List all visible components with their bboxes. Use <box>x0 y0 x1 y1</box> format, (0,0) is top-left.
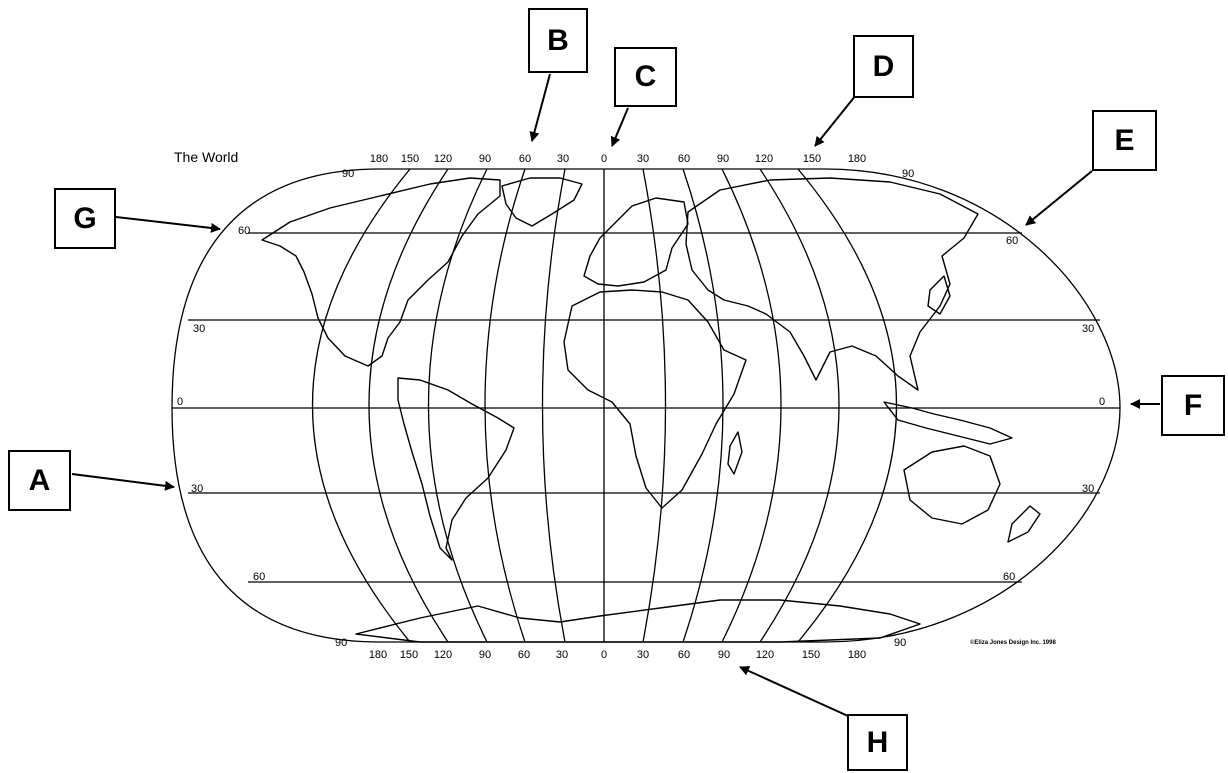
bottom-longitude-label: 30 <box>556 649 568 661</box>
label-box-g: G <box>54 188 116 249</box>
meridian-90w <box>427 168 488 643</box>
north-america <box>261 177 501 367</box>
latitude-label-60n-right: 60 <box>1006 235 1018 247</box>
latitude-label-0-left: 0 <box>177 396 183 408</box>
map-outline <box>171 168 1121 643</box>
bottom-longitude-label: 150 <box>802 649 820 661</box>
continents <box>261 177 1041 643</box>
latitude-label-60s-left: 60 <box>253 571 265 583</box>
south-america <box>397 377 515 561</box>
pointer-arrows <box>71 73 1160 717</box>
japan <box>927 275 951 315</box>
latitude-labels: 90 90 60 60 30 30 0 0 30 30 60 60 90 90 <box>177 168 1105 649</box>
latitude-label-90s-right: 90 <box>894 637 906 649</box>
label-box-h: H <box>847 714 908 771</box>
australia <box>903 445 1001 525</box>
meridian-60w <box>484 168 526 643</box>
arrow-d <box>814 94 857 147</box>
copyright-note: ©Eliza Jones Design Inc. 1998 <box>970 639 1056 646</box>
meridian-120w <box>368 168 449 643</box>
bottom-longitude-label: 120 <box>434 649 452 661</box>
meridian-150e <box>797 168 898 643</box>
antarctica <box>355 599 921 643</box>
meridian-150w <box>311 168 411 643</box>
bottom-longitude-label: 120 <box>756 649 774 661</box>
arrow-h <box>739 666 849 717</box>
top-longitude-label: 120 <box>755 153 773 165</box>
top-longitude-labels: 180 150 120 90 60 30 0 30 60 90 120 150 … <box>370 153 866 165</box>
bottom-longitude-label: 30 <box>637 649 649 661</box>
top-longitude-label: 120 <box>434 153 452 165</box>
arrow-a <box>71 473 175 491</box>
meridian-90e <box>721 168 782 643</box>
arrow-e <box>1025 170 1093 226</box>
latitude-label-30s-left: 30 <box>191 483 203 495</box>
top-longitude-label: 180 <box>848 153 866 165</box>
meridian-30w <box>541 168 566 643</box>
bottom-longitude-label: 90 <box>479 649 491 661</box>
europe <box>583 197 689 287</box>
arrow-c <box>610 107 629 147</box>
latitude-label-90n-right: 90 <box>902 168 914 180</box>
bottom-longitude-label: 150 <box>400 649 418 661</box>
bottom-longitude-label: 90 <box>718 649 730 661</box>
label-box-a: A <box>8 450 71 511</box>
label-box-f: F <box>1161 375 1225 436</box>
label-box-e: E <box>1092 110 1157 171</box>
label-box-d: D <box>853 35 914 98</box>
bottom-longitude-labels: 180 150 120 90 60 30 0 30 60 90 120 150 … <box>369 649 866 661</box>
meridian-120e <box>759 168 840 643</box>
bottom-longitude-label: 180 <box>848 649 866 661</box>
top-longitude-label: 60 <box>678 153 690 165</box>
new-zealand <box>1007 505 1041 543</box>
latitude-label-90n-left: 90 <box>342 168 354 180</box>
arrow-g <box>115 216 221 233</box>
meridian-60e <box>682 168 724 643</box>
top-longitude-label: 0 <box>601 153 607 165</box>
parallels <box>172 232 1120 583</box>
indonesia <box>883 401 1013 445</box>
bottom-longitude-label: 180 <box>369 649 387 661</box>
meridians <box>311 168 898 643</box>
top-longitude-label: 30 <box>637 153 649 165</box>
label-box-c: C <box>614 47 677 107</box>
arrow-b <box>529 73 551 142</box>
latitude-label-60s-right: 60 <box>1003 571 1015 583</box>
label-box-b: B <box>528 8 588 73</box>
africa <box>563 289 747 509</box>
top-longitude-label: 180 <box>370 153 388 165</box>
latitude-label-30s-right: 30 <box>1082 483 1094 495</box>
top-longitude-label: 30 <box>557 153 569 165</box>
madagascar <box>727 431 743 475</box>
top-longitude-label: 90 <box>717 153 729 165</box>
bottom-longitude-label: 60 <box>678 649 690 661</box>
latitude-label-90s-left: 90 <box>335 637 347 649</box>
asia <box>685 177 979 391</box>
latitude-label-0-right: 0 <box>1099 396 1105 408</box>
latitude-label-30n-right: 30 <box>1082 323 1094 335</box>
top-longitude-label: 90 <box>479 153 491 165</box>
top-longitude-label: 150 <box>803 153 821 165</box>
latitude-label-60n-left: 60 <box>238 225 250 237</box>
bottom-longitude-label: 60 <box>518 649 530 661</box>
top-longitude-label: 60 <box>519 153 531 165</box>
latitude-label-30n-left: 30 <box>193 323 205 335</box>
map-title: The World <box>174 149 238 165</box>
top-longitude-label: 150 <box>401 153 419 165</box>
meridian-30e <box>642 168 667 643</box>
greenland <box>501 177 583 227</box>
bottom-longitude-label: 0 <box>601 649 607 661</box>
